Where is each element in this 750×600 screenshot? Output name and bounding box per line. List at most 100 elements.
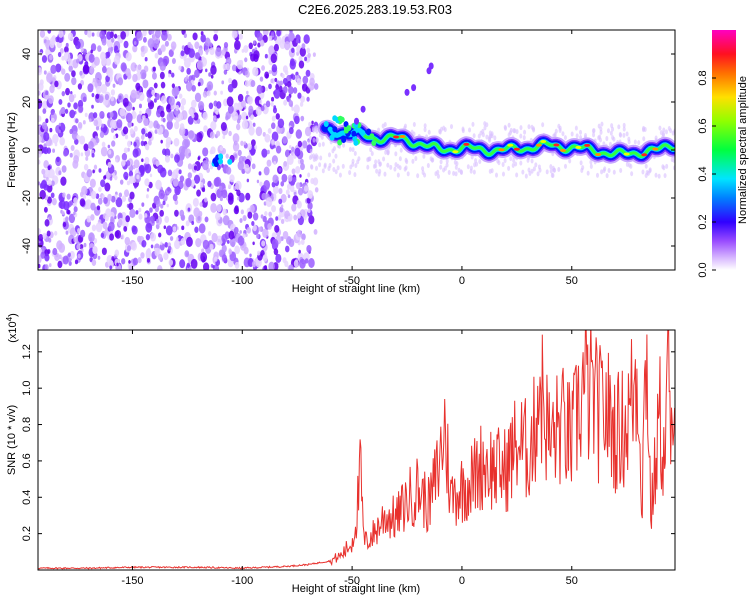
haze-blob [633, 139, 637, 145]
noise-blob [175, 236, 179, 242]
noise-blob [93, 119, 99, 127]
noise-blob [299, 101, 304, 107]
haze-blob [488, 137, 492, 143]
haze-blob [669, 128, 673, 134]
noise-blob [203, 125, 208, 133]
noise-blob [311, 120, 314, 125]
noise-blob [234, 153, 237, 159]
noise-blob [166, 203, 169, 208]
noise-blob [104, 93, 110, 101]
noise-blob [131, 225, 138, 235]
haze-blob [436, 173, 440, 179]
haze-blob [519, 133, 523, 139]
noise-blob [166, 120, 173, 130]
spectrogram-noise-layer [38, 30, 675, 270]
haze-blob [501, 162, 505, 168]
ridge-blob [218, 153, 224, 160]
noise-blob [128, 175, 135, 184]
haze-blob [353, 172, 357, 178]
noise-blob [43, 70, 47, 75]
noise-blob [153, 82, 158, 89]
noise-blob [144, 144, 149, 150]
noise-blob [188, 152, 191, 157]
noise-blob [106, 51, 111, 58]
haze-blob [461, 128, 465, 134]
noise-blob [109, 176, 113, 181]
noise-blob [38, 255, 42, 264]
noise-blob [171, 83, 176, 89]
haze-blob [394, 151, 398, 157]
noise-blob [132, 106, 135, 111]
noise-blob [296, 212, 301, 219]
haze-blob [411, 158, 415, 164]
noise-blob [129, 208, 136, 219]
noise-blob [296, 229, 302, 238]
y-tick-label: 0 [21, 147, 33, 153]
haze-blob [389, 164, 393, 170]
haze-blob [641, 169, 645, 175]
noise-blob [50, 192, 55, 199]
noise-blob [210, 192, 217, 202]
noise-blob [106, 31, 112, 40]
noise-blob [111, 256, 115, 261]
noise-blob [124, 236, 131, 246]
noise-blob [198, 100, 205, 111]
noise-blob [228, 130, 232, 137]
noise-blob [163, 225, 167, 230]
noise-blob [220, 122, 227, 132]
noise-blob [59, 137, 65, 146]
noise-blob [39, 30, 46, 38]
snr-multiplier: (x104) [5, 313, 19, 343]
noise-blob [56, 156, 60, 163]
haze-blob [474, 158, 478, 164]
noise-blob [296, 199, 301, 206]
noise-blob [252, 241, 255, 246]
ridge-peak [575, 145, 582, 149]
noise-blob [271, 205, 276, 213]
haze-blob [642, 136, 646, 142]
spectrogram-chart: -150 -100 -50 0 50 -40 -20 0 20 40 Height of str… [6, 29, 676, 295]
noise-blob [145, 133, 148, 137]
noise-blob [202, 90, 208, 98]
haze-blob [515, 172, 519, 178]
noise-blob [163, 252, 169, 261]
haze-blob [426, 163, 430, 169]
noise-blob [168, 69, 172, 75]
haze-blob [589, 163, 593, 169]
haze-blob [549, 168, 553, 174]
noise-blob [66, 209, 70, 215]
haze-blob [625, 131, 629, 137]
noise-blob [299, 258, 306, 269]
haze-blob [561, 131, 565, 137]
noise-blob [179, 175, 185, 183]
noise-blob [284, 41, 291, 51]
noise-blob [256, 32, 263, 42]
haze-blob [536, 171, 540, 177]
noise-blob [167, 33, 172, 41]
noise-blob [147, 139, 152, 146]
noise-blob [281, 173, 288, 183]
haze-blob [659, 130, 663, 136]
noise-blob [280, 218, 285, 225]
noise-blob [65, 216, 69, 222]
noise-blob [292, 87, 298, 94]
noise-blob [264, 211, 268, 217]
noise-blob [114, 249, 120, 257]
noise-blob [50, 109, 55, 116]
haze-blob [469, 165, 473, 171]
noise-blob [273, 193, 277, 199]
noise-blob [129, 128, 134, 135]
haze-blob [490, 131, 494, 137]
noise-blob [167, 186, 171, 192]
noise-blob [52, 133, 59, 144]
noise-blob [132, 148, 139, 158]
noise-blob [194, 41, 200, 50]
noise-blob [66, 193, 71, 200]
noise-blob [101, 123, 105, 128]
noise-blob [99, 131, 105, 139]
noise-blob [246, 90, 249, 95]
noise-blob [41, 55, 48, 63]
haze-blob [654, 135, 658, 141]
noise-blob [152, 66, 156, 72]
noise-blob [301, 140, 308, 149]
